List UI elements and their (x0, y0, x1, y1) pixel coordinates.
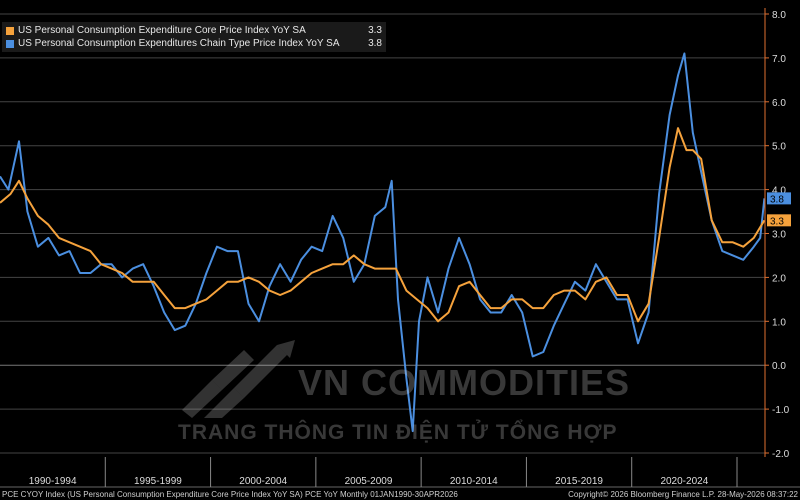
x-period-label: 2005-2009 (345, 476, 393, 487)
y-tick-label: 2.0 (772, 273, 786, 284)
legend-label-headline: US Personal Consumption Expenditures Cha… (18, 38, 340, 49)
legend-label-core: US Personal Consumption Expenditure Core… (18, 25, 306, 36)
series-line-0 (0, 127, 766, 323)
footer-copyright: Copyright© 2026 Bloomberg Finance L.P. 2… (568, 490, 798, 499)
y-tick-label: 5.0 (772, 142, 786, 153)
watermark-logo-icon (182, 340, 295, 418)
legend-swatch-core (6, 26, 14, 35)
last-value-tag-0 (767, 214, 791, 227)
x-period-label: 1995-1999 (134, 476, 182, 487)
y-tick-label: 7.0 (772, 54, 786, 65)
series-lines (0, 52, 766, 433)
y-tick-label: 4.0 (772, 186, 786, 197)
y-tick-label: 6.0 (772, 98, 786, 109)
x-period-label: 1990-1994 (29, 476, 77, 487)
legend-value-headline: 3.8 (368, 38, 382, 49)
x-period-label: 2020-2024 (660, 476, 708, 487)
last-value-tags: 3.3 3.8 (767, 192, 791, 227)
x-period-label: 2015-2019 (555, 476, 603, 487)
last-value-tag-1 (767, 192, 791, 205)
watermark-subtitle: TRANG THÔNG TIN ĐIỆN TỬ TỔNG HỢP (178, 421, 618, 444)
x-axis: 1990-1994 1995-1999 2000-2004 2005-2009 2010… (0, 457, 800, 488)
footer-source: PCE CYOY Index (US Personal Consumption … (2, 490, 458, 499)
y-tick-label: 3.0 (772, 230, 786, 241)
last-value-tag-label-1: 3.8 (770, 194, 784, 205)
legend-swatch-headline (6, 39, 14, 48)
grid-lines (0, 13, 765, 454)
footer: PCE CYOY Index (US Personal Consumption … (0, 489, 800, 500)
y-tick-label: -1.0 (772, 405, 790, 416)
x-period-label: 2010-2014 (450, 476, 498, 487)
y-axis: -2.0 -1.0 0.0 1.0 2.0 3.0 4.0 5.0 6.0 7.0 8.0 (764, 8, 790, 460)
y-tick-label: 0.0 (772, 361, 786, 372)
legend-item-headline: US Personal Consumption Expenditures Cha… (6, 37, 382, 50)
y-tick-label: 1.0 (772, 317, 786, 328)
x-period-label: 2000-2004 (239, 476, 287, 487)
watermark-title: VN COMMODITIES (298, 362, 631, 403)
y-tick-label: -2.0 (772, 449, 790, 460)
legend: US Personal Consumption Expenditure Core… (2, 22, 386, 52)
legend-item-core: US Personal Consumption Expenditure Core… (6, 24, 382, 37)
y-tick-label: 8.0 (772, 10, 786, 21)
legend-value-core: 3.3 (368, 25, 382, 36)
last-value-tag-label-0: 3.3 (770, 216, 784, 227)
